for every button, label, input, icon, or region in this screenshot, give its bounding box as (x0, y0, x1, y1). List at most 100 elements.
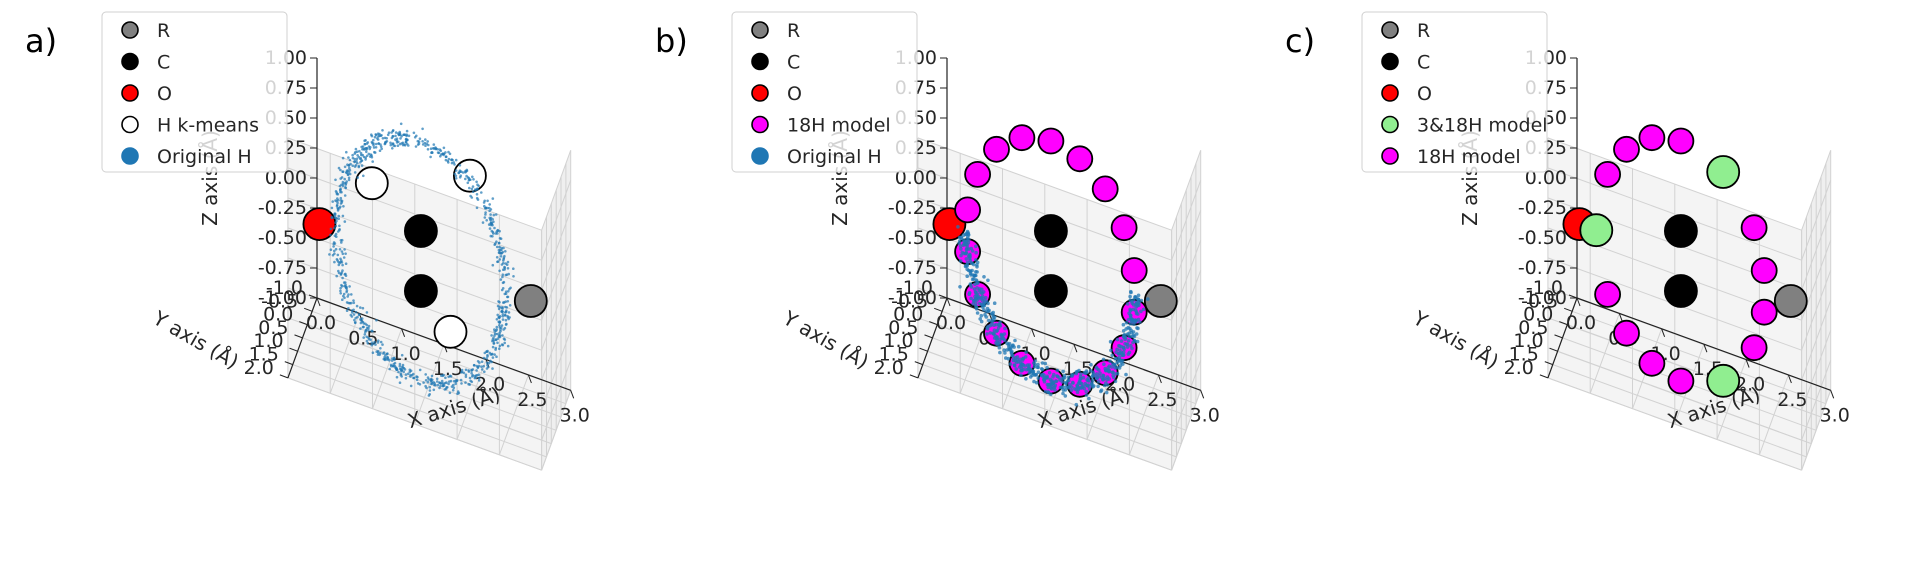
original-h-point (357, 313, 361, 316)
z-tick-label: -0.75 (888, 257, 937, 279)
original-h-point (1020, 362, 1024, 366)
original-h-point (987, 318, 991, 323)
y-tick-label: -1.0 (1526, 277, 1563, 299)
original-h-point (1091, 378, 1095, 383)
original-h-point (1122, 347, 1126, 352)
original-h-point (350, 293, 353, 296)
original-h-point (359, 318, 362, 321)
original-h-point (340, 261, 344, 264)
original-h-point (965, 262, 969, 267)
original-h-point (430, 151, 434, 154)
original-h-point (1110, 370, 1115, 375)
original-h-point (1124, 320, 1129, 325)
original-h-point (338, 184, 342, 188)
legend-label-o: O (1417, 83, 1432, 105)
y-axis-label: Y axis (Å) (1408, 305, 1503, 373)
original-h-point (1024, 350, 1028, 355)
original-h-point (480, 360, 484, 364)
original-h-point (442, 146, 446, 150)
gridline (1547, 377, 1802, 471)
original-h-point (979, 319, 984, 324)
original-h-point (344, 186, 347, 189)
original-h-point (412, 372, 415, 376)
original-h-point (341, 263, 344, 267)
original-h-point (488, 209, 491, 213)
original-h-point (454, 174, 458, 178)
original-h-point (454, 382, 458, 386)
original-h-point (966, 231, 971, 235)
original-h-point (471, 185, 475, 188)
gridline (541, 270, 572, 351)
original-h-point (372, 146, 376, 149)
gridline (292, 364, 547, 458)
original-h-point (504, 314, 507, 317)
original-h-point (473, 188, 477, 191)
original-h-point (967, 237, 971, 242)
original-h-point (1033, 362, 1037, 367)
original-h-point (985, 332, 989, 336)
original-h-point (342, 292, 346, 296)
original-h-point (453, 163, 456, 166)
original-h-point (395, 137, 399, 140)
original-h-point (964, 257, 969, 261)
original-h-point (374, 133, 378, 137)
legend-label-c: C (787, 52, 800, 74)
original-h-point (341, 156, 345, 160)
original-h-point (480, 368, 484, 371)
original-h-point (1101, 377, 1105, 382)
original-h-point (495, 318, 499, 321)
original-h-point (389, 363, 393, 367)
original-h-point (343, 248, 346, 251)
original-h-point (1125, 332, 1130, 337)
original-h-point (1062, 376, 1067, 380)
original-h-point (506, 260, 510, 264)
original-h-point (501, 313, 505, 316)
original-h-point (502, 280, 506, 284)
original-h-point (395, 375, 399, 379)
original-h-point (1015, 355, 1020, 359)
original-h-point (341, 298, 344, 302)
gridline (1801, 210, 1832, 291)
original-h-point (447, 382, 450, 386)
original-h-point (387, 131, 391, 134)
legend-marker-r (1381, 21, 1399, 39)
original-h-point (354, 147, 358, 151)
original-h-point (506, 300, 510, 303)
original-h-point (354, 164, 358, 167)
original-h-point (998, 340, 1002, 344)
original-h-point (1091, 384, 1095, 389)
original-h-point (347, 293, 350, 296)
y-tick-label: -1.0 (266, 277, 303, 299)
original-h-point (1125, 342, 1129, 347)
original-h-point (399, 137, 402, 140)
o-marker (302, 207, 337, 242)
legend-label-r: R (157, 20, 170, 42)
original-h-point (348, 285, 351, 288)
original-h-point (490, 229, 494, 233)
original-h-point (333, 212, 337, 215)
original-h-point (341, 184, 345, 188)
r-marker (513, 284, 548, 318)
18h-model-marker (1594, 160, 1621, 188)
original-h-point (974, 244, 978, 249)
original-h-point (1064, 381, 1068, 386)
original-h-point (337, 263, 341, 267)
original-h-point (1107, 368, 1111, 373)
original-h-point (1075, 390, 1080, 395)
original-h-point (1104, 368, 1108, 373)
original-h-point (1124, 372, 1128, 377)
original-h-point (496, 341, 499, 345)
original-h-point (352, 313, 356, 316)
gridline (1572, 310, 1827, 405)
original-h-point (998, 320, 1002, 325)
original-h-point (493, 334, 496, 337)
original-h-point (343, 177, 347, 181)
gridline (541, 360, 572, 441)
original-h-point (486, 353, 489, 357)
x-tick-label: 3.0 (1190, 404, 1220, 426)
z-tick-label: -0.50 (1518, 227, 1567, 249)
original-h-point (982, 275, 986, 279)
original-h-point (503, 266, 507, 270)
original-h-point (460, 368, 464, 372)
z-tick-label: -1.00 (258, 287, 307, 309)
